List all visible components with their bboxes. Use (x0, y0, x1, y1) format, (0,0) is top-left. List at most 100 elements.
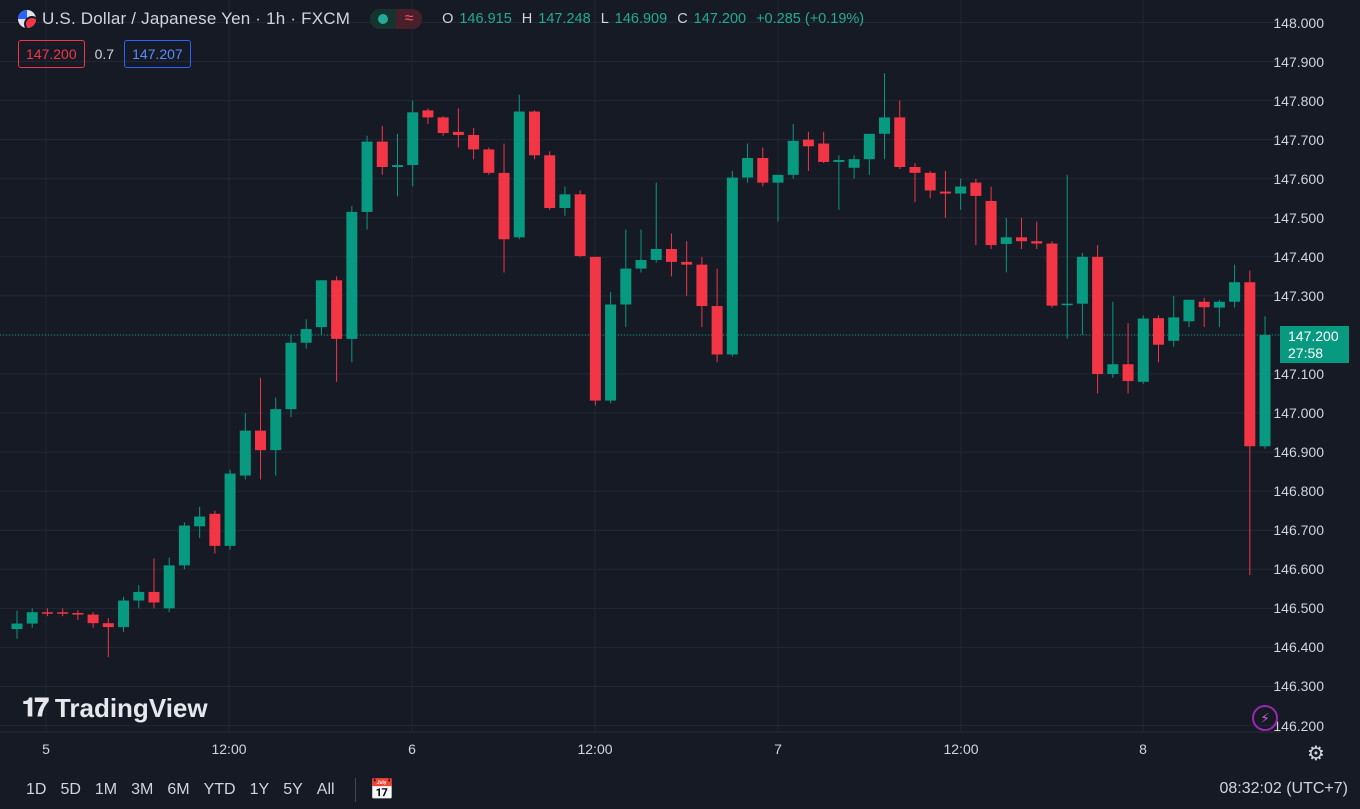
candle[interactable] (848, 155, 860, 179)
candle[interactable] (285, 334, 297, 417)
candle[interactable] (513, 94, 525, 240)
candle[interactable] (1259, 316, 1271, 449)
candle[interactable] (346, 206, 358, 363)
candle[interactable] (194, 506, 206, 539)
candle[interactable] (452, 108, 464, 148)
candle[interactable] (483, 147, 495, 175)
candle[interactable] (133, 584, 145, 609)
candle[interactable] (102, 618, 114, 658)
candle[interactable] (209, 510, 221, 554)
candle[interactable] (833, 155, 845, 210)
lightning-icon[interactable]: ⚡ (1252, 705, 1278, 731)
candle[interactable] (818, 131, 830, 164)
candle[interactable] (955, 178, 967, 210)
candle[interactable] (985, 186, 997, 250)
candle[interactable] (224, 469, 236, 550)
candle[interactable] (1183, 299, 1195, 328)
candle[interactable] (894, 100, 906, 169)
candle[interactable] (787, 124, 799, 179)
candle[interactable] (407, 100, 419, 187)
candle[interactable] (742, 143, 754, 183)
candle[interactable] (1076, 252, 1088, 335)
candle[interactable] (726, 170, 738, 357)
candle[interactable] (72, 610, 84, 621)
range-all-button[interactable]: All (316, 780, 335, 798)
candle[interactable] (605, 291, 617, 404)
range-5y-button[interactable]: 5Y (283, 780, 303, 798)
candle[interactable] (1244, 270, 1256, 576)
candle[interactable] (1107, 301, 1119, 378)
candle[interactable] (1000, 217, 1012, 273)
candle[interactable] (1137, 315, 1149, 384)
range-ytd-button[interactable]: YTD (203, 780, 236, 798)
candle[interactable] (802, 131, 814, 171)
candle[interactable] (468, 127, 480, 160)
candle[interactable] (620, 229, 632, 328)
candle[interactable] (863, 133, 875, 175)
candle[interactable] (1046, 241, 1058, 308)
candle[interactable] (909, 163, 921, 203)
range-1d-button[interactable]: 1D (26, 780, 47, 798)
candle[interactable] (239, 413, 251, 480)
candle[interactable] (681, 241, 693, 296)
go-to-date-calendar-icon[interactable]: 📅 (369, 779, 395, 801)
candle[interactable] (757, 147, 769, 187)
utc-clock[interactable]: 08:32:02 (UTC+7) (1219, 780, 1348, 797)
candle[interactable] (574, 190, 586, 257)
candle[interactable] (544, 151, 556, 210)
candle[interactable] (422, 108, 434, 125)
candle[interactable] (1122, 323, 1134, 394)
candle[interactable] (970, 178, 982, 246)
candle[interactable] (1213, 299, 1225, 328)
candle[interactable] (650, 182, 662, 263)
candle[interactable] (148, 558, 160, 609)
sell-price-button[interactable]: 147.200 (18, 40, 85, 68)
candle[interactable] (711, 268, 723, 363)
range-6m-button[interactable]: 6M (167, 780, 190, 798)
candle[interactable] (87, 612, 99, 628)
candle[interactable] (57, 608, 69, 617)
candle[interactable] (163, 557, 175, 613)
symbol-title[interactable]: U.S. Dollar / Japanese Yen · 1h · FXCM (42, 9, 351, 28)
candle[interactable] (879, 73, 891, 160)
market-status[interactable]: ≈ (370, 9, 423, 29)
candle[interactable] (924, 170, 936, 199)
candle[interactable] (1153, 315, 1164, 363)
candle[interactable] (1061, 174, 1073, 339)
candle[interactable] (437, 116, 449, 136)
candle[interactable] (1092, 245, 1104, 394)
candle[interactable] (1198, 297, 1210, 328)
candle[interactable] (635, 229, 647, 273)
candle[interactable] (589, 256, 601, 406)
candle[interactable] (376, 125, 388, 175)
candle[interactable] (26, 608, 38, 628)
candle[interactable] (41, 608, 53, 617)
candle[interactable] (772, 174, 784, 222)
candle[interactable] (528, 110, 540, 160)
candle[interactable] (696, 256, 708, 328)
range-1m-button[interactable]: 1M (94, 780, 118, 798)
candle[interactable] (270, 397, 282, 476)
candle[interactable] (498, 143, 510, 273)
candle[interactable] (392, 133, 403, 197)
candle[interactable] (559, 186, 571, 216)
candle[interactable] (1031, 221, 1043, 250)
candle[interactable] (300, 319, 312, 349)
candle[interactable] (939, 170, 951, 218)
candle[interactable] (11, 610, 23, 639)
settings-gear-icon[interactable]: ⚙ (1307, 743, 1325, 765)
candle[interactable] (1168, 295, 1180, 347)
candle[interactable] (331, 276, 343, 382)
candle[interactable] (665, 233, 677, 277)
range-5d-button[interactable]: 5D (60, 780, 81, 798)
buy-price-button[interactable]: 147.207 (124, 40, 191, 68)
range-3m-button[interactable]: 3M (131, 780, 154, 798)
range-1y-button[interactable]: 1Y (249, 780, 270, 798)
candle[interactable] (118, 596, 130, 632)
candle[interactable] (1229, 264, 1241, 308)
candle[interactable] (315, 280, 327, 335)
candle[interactable] (178, 522, 190, 570)
candle[interactable] (361, 135, 373, 230)
candle[interactable] (1016, 217, 1028, 250)
